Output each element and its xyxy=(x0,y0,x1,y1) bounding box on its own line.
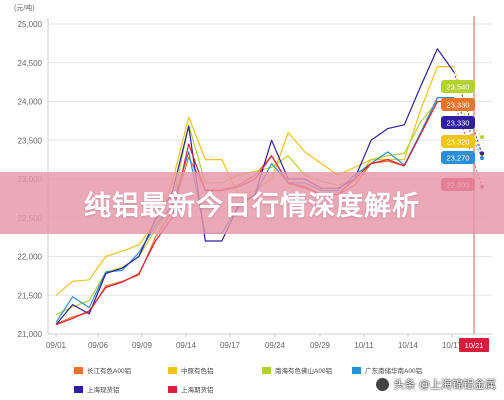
legend-swatch xyxy=(168,367,177,374)
y-tick-label: 24,000 xyxy=(18,98,43,107)
legend-swatch xyxy=(168,386,177,393)
y-axis-unit: (元/吨) xyxy=(14,3,35,12)
end-value-label: 23,270 xyxy=(447,154,470,163)
y-tick-label: 22,000 xyxy=(18,253,43,262)
legend-label: 中原有色铝 xyxy=(181,366,214,375)
y-tick-label: 23,500 xyxy=(18,136,43,145)
legend-label: 上海现货铝 xyxy=(87,385,120,394)
legend-label: 广东南储华南A00铝 xyxy=(365,366,422,375)
x-tick-labels: 09/01 09/06 09/09 09/14 09/17 09/24 09/29 10/11… xyxy=(46,334,489,352)
end-value-label: 23,330 xyxy=(447,101,470,110)
x-tick-label: 09/24 xyxy=(265,341,286,350)
highlight-date-badge xyxy=(459,338,489,352)
y-tick-label: 25,000 xyxy=(18,20,43,29)
x-tick-label: 09/06 xyxy=(88,341,109,350)
legend-swatch xyxy=(74,367,83,374)
end-value-label: 23,540 xyxy=(447,83,470,92)
end-value-label: 23,330 xyxy=(447,119,470,128)
series-end-point xyxy=(480,151,484,156)
x-tick-label: 10/14 xyxy=(398,341,419,350)
end-value-badge xyxy=(441,80,475,93)
end-value-badge xyxy=(441,151,475,164)
legend-swatch xyxy=(74,386,83,393)
highlight-date-label: 10/21 xyxy=(465,341,484,350)
x-tick-label: 10/11 xyxy=(354,341,374,350)
end-value-label: 23,320 xyxy=(447,138,470,147)
x-tick-label: 09/17 xyxy=(220,341,241,350)
watermark-logo-icon xyxy=(374,376,390,392)
title-banner: 纯铝最新今日行情深度解析 xyxy=(0,172,504,234)
watermark-text: 头条 @上海锦铝金属 xyxy=(393,378,497,391)
x-tick-label: 10/17 xyxy=(442,341,463,350)
y-tick-label: 21,500 xyxy=(18,291,43,300)
y-tick-label: 21,000 xyxy=(18,330,43,339)
legend-label: 长江有色A00铝 xyxy=(87,366,131,375)
watermark: 头条 @上海锦铝金属 xyxy=(374,376,497,392)
x-tick-label: 09/01 xyxy=(46,341,67,350)
end-value-badge xyxy=(441,135,475,148)
series-connector xyxy=(453,97,483,154)
series-connector xyxy=(453,101,483,138)
legend-swatch xyxy=(262,367,271,374)
x-tick-label: 09/29 xyxy=(310,341,331,350)
series-end-point xyxy=(480,135,484,140)
series-end-point xyxy=(480,156,484,161)
x-tick-label: 09/09 xyxy=(132,341,153,350)
legend-swatch xyxy=(352,367,361,374)
legend-label: 上海期货铝 xyxy=(181,385,214,394)
end-value-badge xyxy=(441,98,475,111)
y-tick-label: 24,500 xyxy=(18,59,43,68)
x-tick-label: 09/14 xyxy=(176,341,197,350)
end-value-badge xyxy=(441,116,475,129)
legend-label: 南海有色佛山A00铝 xyxy=(275,366,332,375)
banner-title: 纯铝最新今日行情深度解析 xyxy=(84,190,420,222)
